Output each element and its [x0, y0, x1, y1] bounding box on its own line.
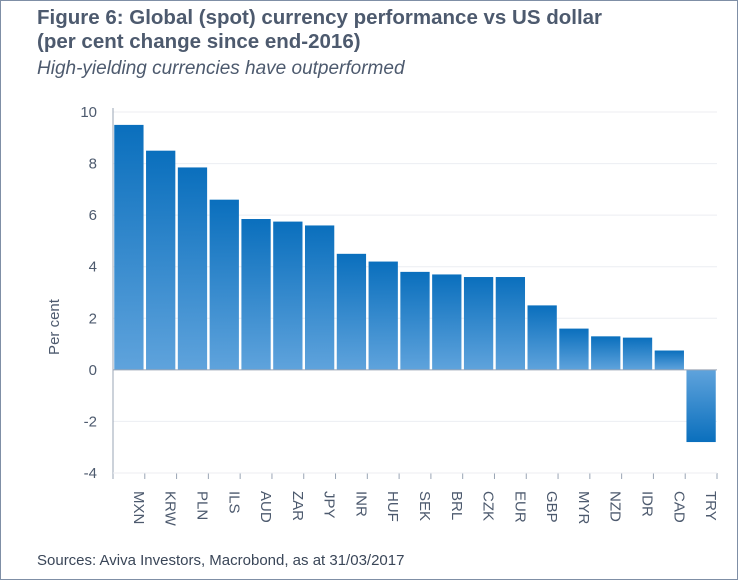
x-tick-label: NZD: [607, 491, 624, 522]
y-tick-label: 2: [89, 310, 97, 327]
x-tick-label: AUD: [257, 491, 274, 523]
y-tick-label: 8: [89, 156, 97, 173]
bar-try: [686, 369, 716, 443]
x-tick-label: EUR: [511, 491, 528, 523]
bar-gbp: [527, 305, 557, 370]
x-tick-labels: MXN KRW PLN ILS AUD ZAR JPY INR HUF SEK BRL CZK EUR G…: [130, 491, 719, 527]
bar-zar: [273, 221, 303, 370]
chart-subtitle: High-yielding currencies have outperform…: [37, 58, 405, 79]
bar-myr: [559, 328, 589, 370]
bar-jpy: [304, 225, 335, 370]
bar-krw: [146, 150, 176, 370]
bar-czk: [463, 277, 494, 370]
bar-sek: [400, 271, 430, 370]
x-tick-label: INR: [352, 491, 369, 517]
bar-pln: [177, 167, 208, 370]
bar-ils: [209, 199, 239, 370]
chart-title-line-2: (per cent change since end-2016): [37, 30, 361, 53]
bar-mxn: [114, 124, 144, 370]
x-tick-label: MYR: [575, 491, 592, 525]
x-tick-label: BRL: [448, 491, 465, 520]
y-tick-label: 4: [89, 259, 97, 276]
x-tick-label: CAD: [670, 491, 687, 523]
x-tick-label: HUF: [384, 491, 401, 522]
chart-title-line-1: Figure 6: Global (spot) currency perform…: [37, 6, 603, 29]
bar-brl: [432, 274, 462, 370]
y-tick-label: 0: [89, 362, 97, 379]
y-tick-label: -2: [84, 413, 97, 430]
axes: [112, 108, 718, 479]
bar-cad: [654, 350, 684, 370]
y-tick-label: 6: [89, 207, 97, 224]
x-tick-label: IDR: [639, 491, 656, 517]
x-tick-label: ILS: [225, 491, 242, 514]
x-tick-label: MXN: [130, 491, 147, 524]
y-axis-title: Per cent: [46, 298, 63, 355]
y-tick-labels: 10 8 6 4 2 0 -2 -4: [80, 104, 97, 482]
bars: [114, 124, 716, 443]
bar-eur: [495, 277, 526, 370]
y-tick-label: 10: [80, 104, 97, 121]
bar-chart: 10 8 6 4 2 0 -2 -4 MXN KRW PLN ILS AUD ZAR JPY INR HUF S…: [46, 104, 719, 527]
y-tick-label: -4: [84, 465, 97, 482]
bar-idr: [622, 337, 653, 370]
x-tick-label: KRW: [162, 491, 179, 527]
bar-aud: [241, 219, 271, 370]
x-tick-label: CZK: [480, 491, 497, 521]
x-tick-label: SEK: [416, 491, 433, 521]
x-tick-label: GBP: [543, 491, 560, 523]
x-tick-label: PLN: [193, 491, 210, 520]
bar-inr: [336, 253, 367, 370]
bar-nzd: [591, 336, 621, 370]
x-tick-label: ZAR: [289, 491, 306, 521]
x-tick-label: TRY: [702, 491, 719, 521]
source-note: Sources: Aviva Investors, Macrobond, as …: [37, 552, 405, 569]
bar-huf: [368, 261, 398, 370]
x-tick-label: JPY: [321, 491, 338, 519]
